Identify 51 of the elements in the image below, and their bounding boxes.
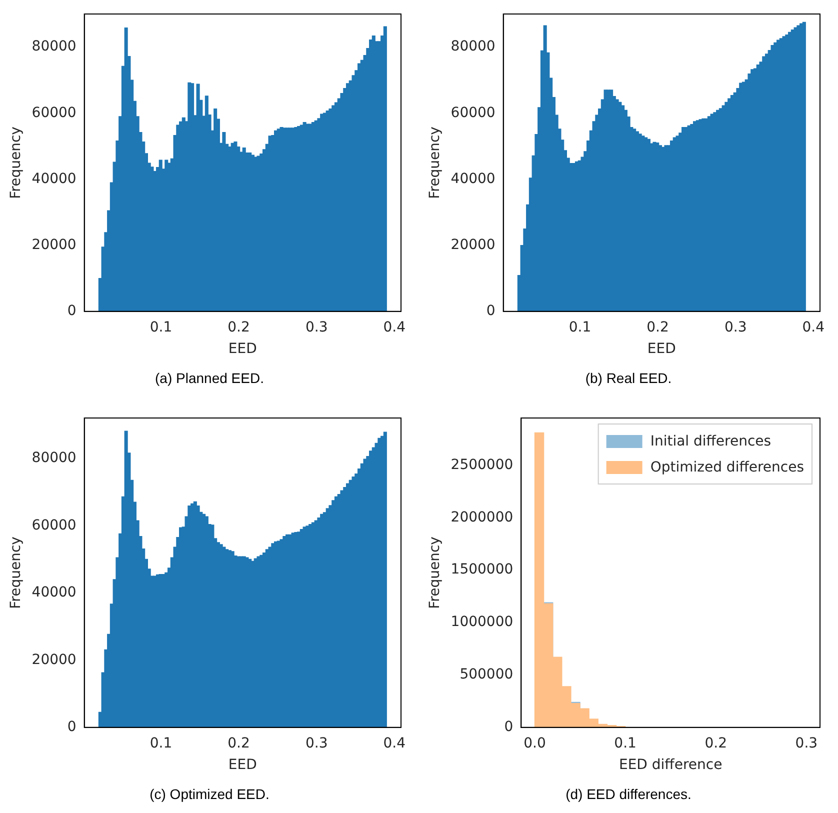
y-tick-label: 20000 <box>32 236 76 253</box>
text: (a) Planned EED. <box>154 369 265 388</box>
x-axis-title: EED difference <box>618 757 722 774</box>
y-tick-label: 40000 <box>32 584 76 601</box>
x-tick-label: 0.1 <box>150 319 172 336</box>
y-tick-label: 40000 <box>32 170 76 187</box>
y-tick-label: 1500000 <box>450 562 514 578</box>
x-tick-label: 0.3 <box>305 319 328 336</box>
text: (d) EED differences. <box>564 785 692 804</box>
y-tick-label: 500000 <box>460 666 514 683</box>
y-tick-label: 0 <box>67 719 76 736</box>
x-axis-title: EED <box>228 341 257 358</box>
y-tick-label: 2500000 <box>450 456 514 473</box>
y-tick-label: 0 <box>504 719 514 736</box>
text: (b) Real EED. <box>584 369 673 388</box>
y-tick-label: 80000 <box>32 450 76 466</box>
y-tick-label: 0 <box>67 303 76 320</box>
y-tick-label: 40000 <box>450 170 496 187</box>
x-axis-title: EED <box>228 757 257 774</box>
y-tick-label: 20000 <box>32 652 76 668</box>
x-axis-title: EED <box>647 341 676 358</box>
x-tick-label: 0.1 <box>150 735 172 752</box>
y-tick-label: 60000 <box>32 104 76 121</box>
x-tick-label: 0.4 <box>383 735 406 752</box>
x-tick-label: 0.2 <box>228 319 250 336</box>
y-axis-title: Frequency <box>8 536 24 609</box>
x-tick-label: 0.4 <box>802 319 825 336</box>
y-tick-label: 60000 <box>450 104 496 121</box>
x-tick-label: 0.2 <box>704 735 727 752</box>
y-tick-label: 60000 <box>32 517 76 534</box>
legend-label: Initial differences <box>650 434 772 450</box>
x-tick-label: 0.1 <box>568 319 592 336</box>
x-tick-label: 0.3 <box>724 319 747 336</box>
y-tick-label: 2000000 <box>450 509 514 526</box>
x-tick-label: 0.2 <box>646 319 669 336</box>
y-tick-label: 1000000 <box>450 614 514 630</box>
x-tick-label: 0.3 <box>795 735 818 752</box>
x-tick-label: 0.2 <box>228 735 250 752</box>
y-axis-title: Frequency <box>427 536 444 609</box>
y-tick-label: 0 <box>486 303 496 320</box>
text: (c) Optimized EED. <box>148 785 270 804</box>
x-tick-label: 0.4 <box>383 319 406 336</box>
y-axis-title: Frequency <box>8 126 24 199</box>
x-tick-label: 0.3 <box>305 735 328 752</box>
legend-label: Optimized differences <box>650 460 804 476</box>
x-tick-label: 0.0 <box>524 735 546 752</box>
y-axis-title: Frequency <box>427 126 444 199</box>
y-tick-label: 20000 <box>450 236 496 253</box>
y-tick-label: 80000 <box>450 38 496 55</box>
y-tick-label: 80000 <box>32 38 76 55</box>
x-tick-label: 0.1 <box>614 735 636 752</box>
